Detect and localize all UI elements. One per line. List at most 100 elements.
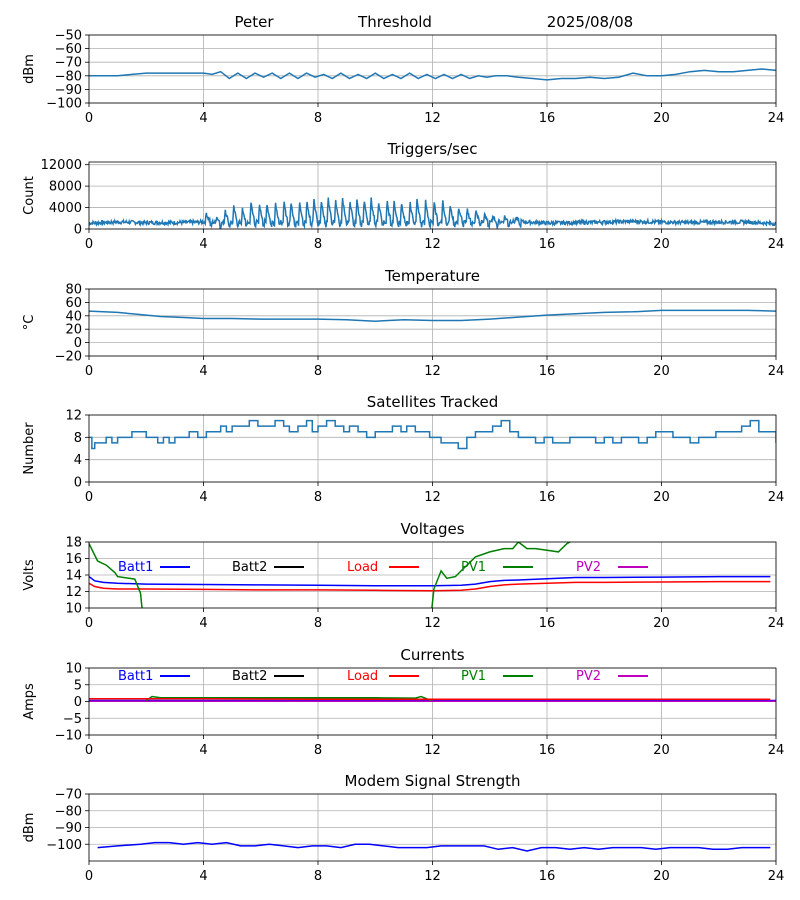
- series-line: [89, 309, 776, 322]
- y-tick-label: 18: [65, 536, 82, 551]
- x-tick-label: 16: [539, 616, 556, 631]
- y-tick-label: 16: [65, 552, 82, 567]
- x-tick-label: 20: [653, 237, 670, 252]
- y-tick-label: −80: [55, 804, 82, 819]
- y-tick-label: −100: [46, 97, 82, 112]
- x-tick-label: 0: [85, 743, 93, 758]
- x-tick-label: 24: [768, 237, 785, 252]
- panel-threshold: 0 4 8 12 16 20 24 −100−90−80−70−60−50 dBm: [22, 29, 784, 127]
- x-tick-label: 4: [199, 490, 207, 505]
- series-line-pv1: [431, 542, 572, 608]
- panel-triggers: 0 4 8 12 16 20 24 0 4000 8000 12000 Triggers/sec Cou…: [22, 140, 784, 252]
- x-tick-label: 16: [539, 743, 556, 758]
- x-tick-label: 4: [199, 111, 207, 126]
- y-tick-label: 0: [74, 695, 82, 710]
- y-tick-label: 0: [74, 223, 82, 238]
- y-axis-label: Count: [22, 176, 37, 215]
- y-axis-label: dBm: [22, 54, 37, 84]
- series-line: [89, 197, 776, 229]
- y-tick-label: −10: [55, 729, 82, 744]
- chart-title: Temperature: [384, 267, 480, 285]
- y-tick-label: 60: [65, 296, 82, 311]
- x-tick-label: 24: [768, 490, 785, 505]
- x-tick-label: 0: [85, 490, 93, 505]
- legend-label-batt1: Batt1: [118, 669, 153, 684]
- y-axis-label: Number: [22, 422, 37, 475]
- x-tick-label: 8: [314, 869, 322, 884]
- y-tick-label: 0: [74, 336, 82, 351]
- x-tick-label: 12: [424, 743, 441, 758]
- header-date: 2025/08/08: [547, 13, 633, 31]
- x-tick-label: 8: [314, 237, 322, 252]
- y-axis-label: Amps: [22, 683, 37, 720]
- y-tick-label: −100: [46, 838, 82, 853]
- legend-label-batt2: Batt2: [232, 560, 267, 575]
- panel-satellites: 0 4 8 12 16 20 24 0 4 8 12 Satellites Tracked Number: [22, 393, 784, 505]
- x-tick-label: 12: [424, 616, 441, 631]
- chart-title: Satellites Tracked: [367, 393, 498, 411]
- legend-label-pv1: PV1: [461, 560, 486, 575]
- chart-title: Triggers/sec: [387, 140, 478, 158]
- y-tick-label: −80: [55, 69, 82, 84]
- header-name: Peter: [234, 13, 274, 31]
- x-tick-label: 4: [199, 743, 207, 758]
- y-tick-label: 80: [65, 283, 82, 298]
- x-tick-label: 8: [314, 364, 322, 379]
- y-tick-label: 5: [74, 678, 82, 693]
- y-axis-label: dBm: [22, 813, 37, 843]
- y-tick-label: −70: [55, 788, 82, 803]
- y-tick-label: −50: [55, 29, 82, 44]
- chart-title: Modem Signal Strength: [345, 772, 521, 790]
- x-tick-label: 20: [653, 490, 670, 505]
- x-tick-label: 0: [85, 364, 93, 379]
- series-line-pv1: [89, 543, 143, 608]
- x-tick-label: 24: [768, 364, 785, 379]
- x-tick-label: 20: [653, 616, 670, 631]
- x-tick-label: 8: [314, 743, 322, 758]
- series-line: [97, 841, 771, 852]
- y-tick-label: −5: [63, 712, 82, 727]
- x-tick-label: 20: [653, 364, 670, 379]
- x-tick-label: 16: [539, 111, 556, 126]
- x-tick-label: 16: [539, 869, 556, 884]
- y-tick-label: −90: [55, 83, 82, 98]
- legend-label-pv2: PV2: [576, 669, 601, 684]
- y-tick-label: 4: [74, 453, 82, 468]
- legend-label-load: Load: [347, 669, 378, 684]
- chart-title: Voltages: [400, 520, 464, 538]
- x-tick-label: 0: [85, 869, 93, 884]
- x-tick-label: 24: [768, 616, 785, 631]
- x-tick-label: 8: [314, 616, 322, 631]
- x-tick-label: 8: [314, 490, 322, 505]
- y-tick-label: 14: [65, 569, 82, 584]
- x-tick-label: 0: [85, 616, 93, 631]
- y-axis-label: °C: [22, 315, 37, 331]
- y-tick-label: 10: [65, 602, 82, 617]
- x-tick-label: 16: [539, 490, 556, 505]
- x-tick-label: 4: [199, 364, 207, 379]
- x-tick-label: 0: [85, 237, 93, 252]
- x-tick-label: 0: [85, 111, 93, 126]
- y-tick-label: 12: [65, 585, 82, 600]
- y-tick-label: 10: [65, 662, 82, 677]
- y-tick-label: 20: [65, 323, 82, 338]
- y-tick-label: 12: [65, 409, 82, 424]
- x-tick-label: 4: [199, 616, 207, 631]
- series-line-load: [89, 580, 771, 592]
- y-tick-label: 12000: [41, 158, 82, 173]
- x-tick-label: 8: [314, 111, 322, 126]
- legend-label-batt2: Batt2: [232, 669, 267, 684]
- panel-currents: 0 4 8 12 16 20 24 −10 −5 0 510 Currents Amps Batt1 Bat…: [22, 646, 784, 758]
- y-axis-label: Volts: [22, 559, 37, 591]
- x-tick-label: 20: [653, 743, 670, 758]
- series-line: [89, 419, 776, 450]
- series-line-pv1: [145, 695, 433, 702]
- y-tick-label: −90: [55, 821, 82, 836]
- series-line-batt1: [89, 575, 771, 587]
- panel-modem: 0 4 8 12 16 20 24 −100 −90 −80−70 Modem Signal Str…: [22, 772, 784, 884]
- series-line: [89, 68, 776, 81]
- legend-label-pv2: PV2: [576, 560, 601, 575]
- legend-label-pv1: PV1: [461, 669, 486, 684]
